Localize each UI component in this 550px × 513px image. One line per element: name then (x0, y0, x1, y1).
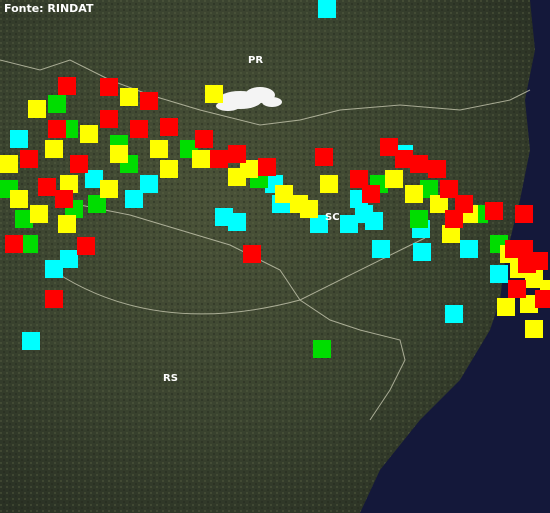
lightning-strike (228, 168, 246, 186)
lightning-strike (243, 245, 261, 263)
strikes (0, 0, 550, 358)
lightning-strike (60, 175, 78, 193)
lightning-strike (372, 240, 390, 258)
lightning-strike (160, 160, 178, 178)
lightning-strike (45, 140, 63, 158)
lightning-strike (515, 205, 533, 223)
lightning-strike (28, 100, 46, 118)
lightning-strike (410, 210, 428, 228)
lightning-strike (540, 280, 550, 298)
lightning-strike (442, 225, 460, 243)
lightning-strike (258, 158, 276, 176)
lightning-strike (60, 250, 78, 268)
state-label: RS (163, 373, 178, 384)
source-label: Fonte: RINDAT (4, 2, 94, 15)
lightning-strike (497, 298, 515, 316)
lightning-strike (70, 155, 88, 173)
lightning-strike (38, 178, 56, 196)
lightning-strike (22, 332, 40, 350)
lightning-strike (275, 185, 293, 203)
lightning-strike (100, 180, 118, 198)
lightning-strike (58, 77, 76, 95)
lightning-strike (0, 155, 18, 173)
lightning-strike (120, 88, 138, 106)
lightning-strike (55, 190, 73, 208)
lightning-strike (313, 340, 331, 358)
lightning-strike (210, 150, 228, 168)
lightning-strike (100, 78, 118, 96)
lightning-strike (485, 202, 503, 220)
lightning-strike (420, 180, 438, 198)
lightning-strike (350, 170, 368, 188)
lightning-strike (445, 210, 463, 228)
lightning-strike (85, 170, 103, 188)
state-label: PR (248, 55, 263, 66)
lightning-strike (10, 190, 28, 208)
lightning-strike (428, 160, 446, 178)
lightning-strike (525, 320, 543, 338)
lightning-strike (45, 260, 63, 278)
lightning-strike (10, 130, 28, 148)
lightning-strike (413, 243, 431, 261)
lightning-strike (520, 295, 538, 313)
lightning-strike (130, 120, 148, 138)
lightning-strike (228, 145, 246, 163)
lightning-strike (440, 180, 458, 198)
lightning-strike (20, 235, 38, 253)
lightning-strike (395, 150, 413, 168)
lightning-strike (110, 145, 128, 163)
lightning-strike (195, 130, 213, 148)
lightning-strike (205, 85, 223, 103)
lightning-strike (20, 150, 38, 168)
lightning-strike (365, 212, 383, 230)
lightning-strike (525, 270, 543, 288)
lightning-strike (508, 280, 526, 298)
lightning-strike (140, 92, 158, 110)
lightning-strike (405, 185, 423, 203)
lightning-strike (77, 237, 95, 255)
lightning-strike (48, 120, 66, 138)
lightning-strike (192, 150, 210, 168)
lightning-strike (318, 0, 336, 18)
lightning-strike (515, 240, 533, 258)
lightning-strike (15, 210, 33, 228)
lightning-strike (228, 213, 246, 231)
lightning-strike (125, 190, 143, 208)
lightning-strike (535, 290, 550, 308)
lightning-strike (315, 148, 333, 166)
lightning-strike (490, 265, 508, 283)
lightning-strike (5, 235, 23, 253)
lightning-strike (460, 240, 478, 258)
lightning-strike (100, 110, 118, 128)
lightning-strike (80, 125, 98, 143)
lightning-strike (160, 118, 178, 136)
state-label: SC (325, 212, 340, 223)
lightning-strike (58, 215, 76, 233)
lightning-strike (385, 170, 403, 188)
lightning-strike (445, 305, 463, 323)
ocean (360, 0, 550, 513)
lightning-strike (48, 95, 66, 113)
lightning-strike (340, 215, 358, 233)
lightning-strike (300, 200, 318, 218)
lightning-strike (310, 215, 328, 233)
lightning-strike (140, 175, 158, 193)
lightning-strike (88, 195, 106, 213)
lightning-strike (320, 175, 338, 193)
lightning-strike (455, 195, 473, 213)
lightning-strike (362, 185, 380, 203)
lightning-strike (45, 290, 63, 308)
lightning-strike (530, 252, 548, 270)
cloud (216, 87, 282, 111)
lightning-strike (150, 140, 168, 158)
lightning-strike (410, 155, 428, 173)
lightning-strike (30, 205, 48, 223)
lightning-strike (430, 195, 448, 213)
lightning-strike (380, 138, 398, 156)
